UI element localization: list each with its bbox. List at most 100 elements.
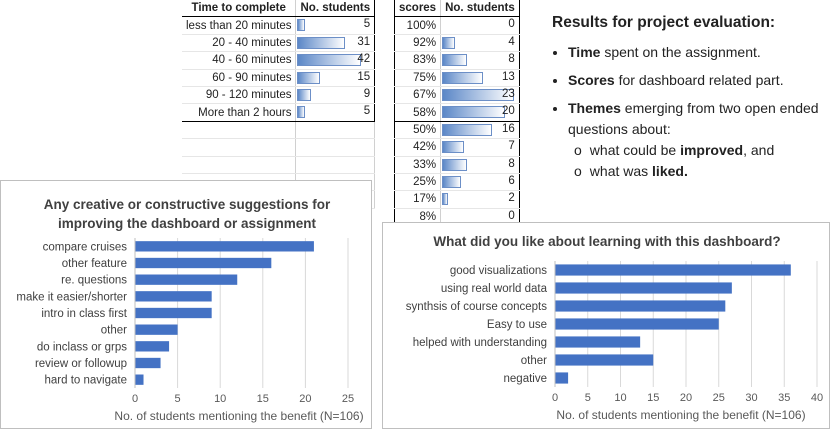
- bar: [135, 374, 144, 385]
- bar: [555, 318, 719, 330]
- notes-title: Results for project evaluation:: [552, 14, 776, 31]
- note-themes: Themes emerging from two open ended ques…: [568, 98, 827, 182]
- note-time: Time spent on the assignment.: [568, 42, 827, 63]
- scores-row-label: 67%: [393, 86, 442, 105]
- scores-data-bar: [442, 88, 515, 101]
- time-header-1: No. students: [295, 0, 376, 18]
- notes-panel: Results for project evaluation: Time spe…: [552, 12, 827, 189]
- suggestions-chart: Any creative or constructive suggestions…: [0, 180, 372, 429]
- category-label: make it easier/shorter: [16, 291, 127, 303]
- scores-row: 83% 8: [393, 51, 520, 70]
- time-row-label: less than 20 minutes: [182, 16, 297, 35]
- scores-row-value: 0: [508, 18, 515, 31]
- scores-header-0: scores: [393, 0, 442, 18]
- scores-data-bar: [442, 175, 461, 188]
- bar: [135, 241, 314, 252]
- scores-row-label: 17%: [393, 190, 442, 209]
- category-label: Easy to use: [487, 319, 547, 331]
- scores-row-value: 6: [508, 174, 515, 187]
- category-label: other: [101, 325, 127, 337]
- category-label: hard to navigate: [45, 375, 127, 387]
- bar: [135, 307, 212, 319]
- time-row: More than 2 hours 5: [182, 103, 376, 122]
- time-row-label: 40 - 60 minutes: [182, 51, 297, 70]
- x-tick-label: 0: [552, 392, 558, 404]
- scores-row: 58% 20: [393, 103, 520, 122]
- time-row-value: 42: [357, 53, 371, 66]
- scores-row-value: 4: [508, 35, 515, 48]
- x-tick-label: 0: [132, 393, 138, 405]
- category-label: using real world data: [441, 283, 548, 295]
- scores-row-label: 33%: [393, 156, 442, 174]
- time-row-label: 60 - 90 minutes: [182, 69, 297, 87]
- x-tick-label: 20: [680, 392, 692, 404]
- scores-row: 92% 4: [393, 34, 520, 53]
- scores-row-value: 8: [508, 157, 515, 170]
- time-table: Time to complete No. students less than 20…: [182, 0, 376, 209]
- x-tick-label: 25: [342, 393, 354, 405]
- time-row: 40 - 60 minutes 42: [182, 51, 376, 70]
- scores-row-value: 7: [508, 140, 515, 153]
- time-row-label: 90 - 120 minutes: [182, 86, 297, 105]
- scores-data-bar: [442, 36, 455, 49]
- category-label: do inclass or grps: [37, 341, 127, 353]
- scores-row-label: 100%: [393, 16, 442, 35]
- scores-row: 67% 23: [393, 86, 520, 105]
- scores-row-label: 25%: [393, 173, 442, 192]
- scores-row-value: 2: [508, 192, 515, 205]
- bar: [135, 341, 170, 352]
- x-tick-label: 10: [214, 393, 226, 405]
- note-improved: what could be improved, and: [574, 140, 827, 161]
- category-label: synthsis of course concepts: [406, 301, 548, 313]
- bar: [135, 357, 161, 369]
- bar: [135, 274, 238, 285]
- liked-chart-title: What did you like about learning with th…: [433, 234, 781, 249]
- scores-data-bar: [442, 106, 505, 119]
- scores-data-bar: [442, 123, 493, 136]
- x-tick-label: 10: [614, 392, 626, 404]
- scores-header-1: No. students: [440, 0, 520, 18]
- scores-row-value: 8: [508, 53, 515, 66]
- scores-row-value: 0: [508, 209, 515, 222]
- x-tick-label: 5: [175, 393, 181, 405]
- category-label: negative: [504, 373, 547, 385]
- x-tick-label: 5: [585, 392, 591, 404]
- time-data-bar: [297, 36, 345, 49]
- scores-data-bar: [442, 141, 464, 154]
- time-data-bar: [297, 88, 312, 101]
- scores-row-value: 13: [501, 70, 515, 83]
- time-data-bar: [297, 106, 306, 119]
- x-tick-label: 25: [713, 392, 725, 404]
- time-row: less than 20 minutes 5: [182, 16, 376, 35]
- scores-row: 17% 2: [393, 190, 520, 209]
- x-tick-label: 20: [299, 393, 311, 405]
- scores-row-value: 20: [501, 105, 515, 118]
- time-data-bar: [297, 54, 362, 67]
- time-row-value: 15: [357, 70, 371, 83]
- time-row-value: 5: [363, 105, 371, 118]
- liked-chart: What did you like about learning with th…: [382, 222, 830, 429]
- bar: [555, 336, 641, 348]
- category-label: intro in class first: [41, 308, 127, 320]
- time-row-label: 20 - 40 minutes: [182, 34, 297, 53]
- scores-row-label: 83%: [393, 51, 442, 70]
- time-header-0: Time to complete: [182, 0, 297, 18]
- scores-data-bar: [442, 71, 483, 84]
- scores-row: 100% 0: [393, 16, 520, 35]
- time-row: 20 - 40 minutes 31: [182, 34, 376, 53]
- category-label: other: [521, 355, 547, 367]
- x-tick-label: 35: [778, 392, 790, 404]
- category-label: other feature: [62, 258, 127, 270]
- scores-data-bar: [442, 54, 468, 67]
- scores-row-label: 8%: [393, 208, 442, 227]
- time-data-bar: [297, 19, 306, 32]
- time-row-value: 31: [357, 35, 371, 48]
- time-row: 90 - 120 minutes 9: [182, 86, 376, 105]
- time-row-value: 9: [363, 87, 371, 100]
- scores-row: 25% 6: [393, 173, 520, 192]
- scores-row: 8% 0: [393, 208, 520, 227]
- scores-row-label: 92%: [393, 34, 442, 53]
- scores-row: 42% 7: [393, 138, 520, 157]
- scores-row: 33% 8: [393, 156, 520, 174]
- scores-row-label: 50%: [393, 121, 442, 140]
